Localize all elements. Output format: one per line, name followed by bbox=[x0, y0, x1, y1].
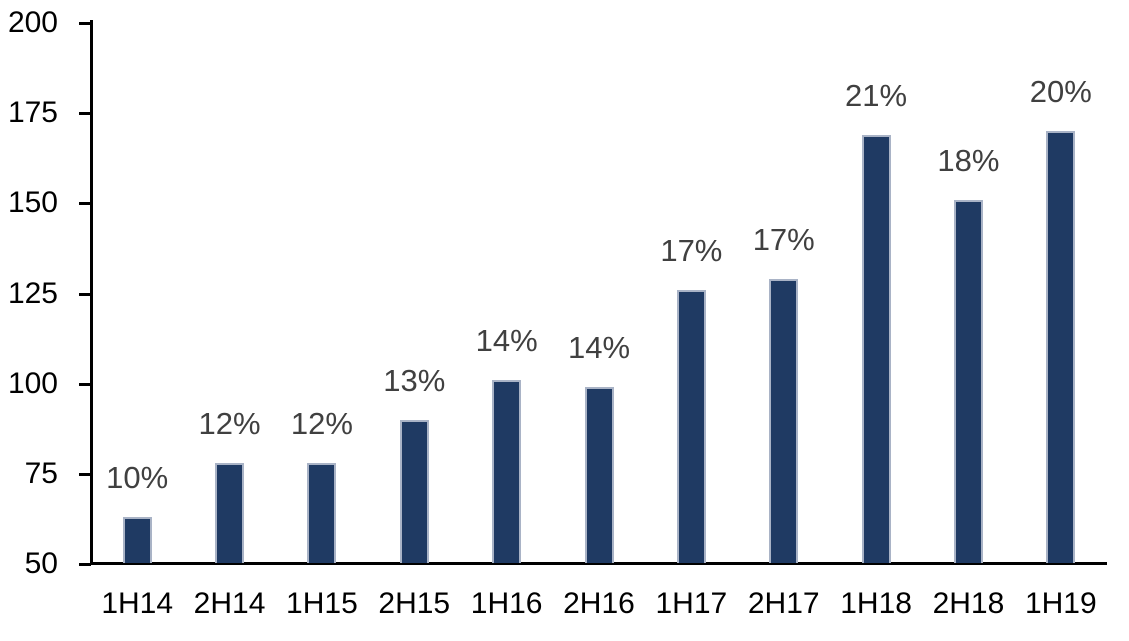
bar-2h16 bbox=[584, 387, 614, 563]
data-label-1h17: 17% bbox=[660, 232, 723, 268]
bar-1h17 bbox=[676, 289, 706, 563]
category-label-2h14: 2H14 bbox=[193, 587, 266, 620]
data-label-2h17: 17% bbox=[752, 222, 815, 258]
data-label-1h14: 10% bbox=[106, 460, 169, 496]
y-tick-label: 150 bbox=[7, 186, 58, 220]
category-label-1h14: 1H14 bbox=[101, 587, 174, 620]
bar-1h16 bbox=[492, 380, 522, 563]
y-tick-label: 175 bbox=[7, 96, 58, 130]
data-label-1h16: 14% bbox=[475, 323, 538, 359]
bar-2h18 bbox=[953, 199, 983, 563]
bar-1h14 bbox=[122, 517, 152, 563]
category-label-1h17: 1H17 bbox=[655, 587, 728, 620]
y-axis-line bbox=[90, 20, 93, 565]
data-label-1h18: 21% bbox=[845, 77, 908, 113]
data-label-2h16: 14% bbox=[567, 330, 631, 366]
bar-1h18 bbox=[861, 134, 891, 563]
y-tick-mark bbox=[79, 202, 91, 206]
data-label-1h15: 12% bbox=[290, 406, 353, 441]
bar-2h14 bbox=[215, 463, 245, 563]
category-label-2h16: 2H16 bbox=[563, 587, 635, 620]
category-label-2h15: 2H15 bbox=[378, 587, 451, 620]
y-tick-mark bbox=[79, 472, 91, 476]
bar-2h17 bbox=[769, 279, 799, 563]
bar-1h15 bbox=[307, 463, 337, 563]
category-label-1h15: 1H15 bbox=[286, 587, 358, 620]
category-label-1h18: 1H18 bbox=[840, 587, 912, 620]
y-tick-mark bbox=[79, 563, 91, 566]
y-tick-mark bbox=[79, 22, 91, 25]
data-label-2h15: 13% bbox=[383, 362, 446, 398]
bar-1h19 bbox=[1046, 131, 1076, 563]
bar-2h15 bbox=[399, 419, 429, 563]
category-label-1h16: 1H16 bbox=[470, 587, 543, 620]
y-tick-label: 75 bbox=[24, 456, 58, 490]
x-axis-line bbox=[90, 562, 1107, 565]
data-label-1h19: 20% bbox=[1029, 74, 1092, 110]
category-label-2h18: 2H18 bbox=[932, 587, 1005, 620]
y-tick-label: 100 bbox=[7, 366, 58, 400]
data-label-2h18: 18% bbox=[937, 142, 1000, 178]
y-tick-label: 200 bbox=[7, 6, 58, 39]
y-tick-label: 50 bbox=[24, 547, 58, 580]
y-tick-label: 125 bbox=[7, 276, 58, 310]
category-label-2h17: 2H17 bbox=[747, 587, 820, 620]
y-tick-mark bbox=[79, 292, 91, 296]
data-label-2h14: 12% bbox=[198, 406, 261, 441]
y-tick-mark bbox=[79, 382, 91, 386]
y-tick-mark bbox=[79, 112, 91, 116]
category-label-1h19: 1H19 bbox=[1024, 587, 1097, 620]
